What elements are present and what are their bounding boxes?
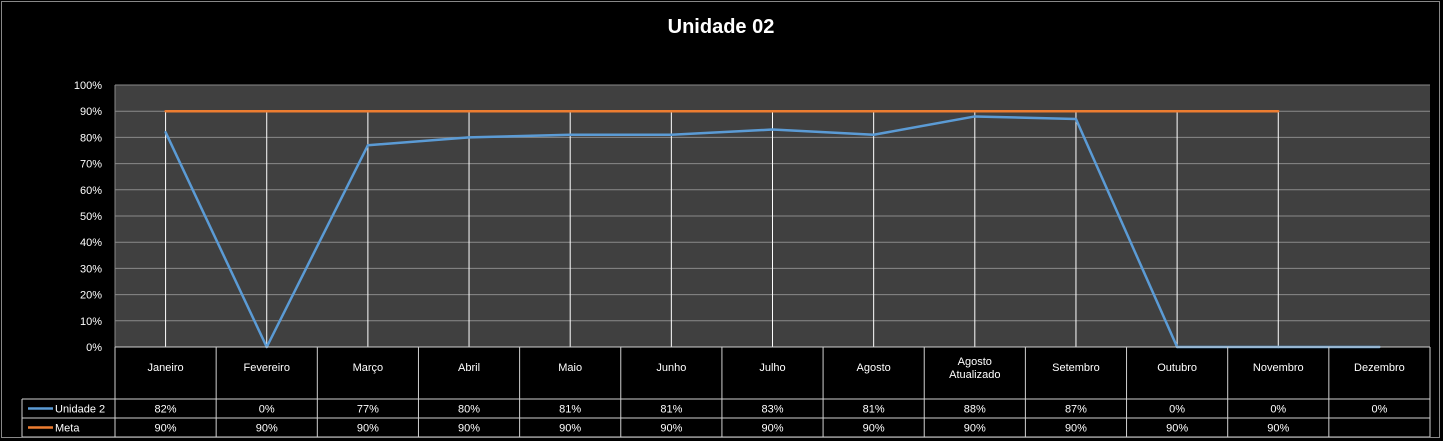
data-point — [467, 136, 471, 139]
data-point — [1277, 110, 1280, 113]
data-label: 90% — [660, 423, 682, 435]
data-label: 77% — [357, 404, 379, 416]
data-point — [164, 110, 167, 113]
data-label: 0% — [1169, 404, 1185, 416]
drop-lines — [165, 111, 1279, 347]
x-category-label: Julho — [759, 362, 785, 374]
x-category-label: Agosto Atualizado — [949, 356, 1000, 381]
data-label: 90% — [559, 423, 581, 435]
data-point — [164, 130, 167, 134]
data-point — [467, 110, 471, 113]
data-label: 90% — [1267, 423, 1289, 435]
data-label: 90% — [357, 423, 379, 435]
x-category-label: Abril — [458, 362, 480, 374]
data-label: 81% — [559, 404, 581, 416]
y-tick-label: 70% — [80, 159, 102, 171]
data-label: 90% — [256, 423, 278, 435]
data-label: 0% — [1371, 404, 1387, 416]
y-tick-label: 30% — [80, 263, 102, 275]
x-category-label: Fevereiro — [243, 362, 289, 374]
data-label: 81% — [660, 404, 682, 416]
data-point — [872, 133, 875, 136]
x-category-label: Junho — [656, 362, 686, 374]
data-label: 90% — [964, 423, 986, 435]
data-label: 83% — [761, 404, 783, 416]
data-label: 90% — [1166, 423, 1188, 435]
data-label: 87% — [1065, 404, 1087, 416]
x-category-label-line: Atualizado — [949, 369, 1000, 381]
legend-label: Meta — [55, 423, 80, 435]
y-tick-label: 10% — [80, 316, 102, 328]
data-point — [366, 110, 370, 113]
data-point — [771, 128, 774, 131]
data-label: 0% — [259, 404, 275, 416]
data-point — [366, 144, 370, 147]
data-label: 81% — [863, 404, 885, 416]
data-label: 88% — [964, 404, 986, 416]
data-label: 90% — [1065, 423, 1087, 435]
x-category-label: Novembro — [1253, 362, 1304, 374]
data-point — [670, 133, 673, 136]
y-tick-label: 60% — [80, 185, 102, 197]
chart-title: Unidade 02 — [668, 16, 775, 38]
y-tick-label: 80% — [80, 132, 102, 144]
y-tick-label: 0% — [86, 342, 102, 354]
x-category-label: Setembro — [1052, 362, 1100, 374]
data-point — [771, 110, 774, 113]
x-category-label-line: Agosto — [958, 356, 992, 368]
data-point — [568, 110, 572, 113]
data-label: 90% — [863, 423, 885, 435]
y-tick-label: 40% — [80, 237, 102, 249]
x-category-label: Janeiro — [148, 362, 184, 374]
x-category-label: Março — [353, 362, 384, 374]
data-point — [670, 110, 673, 113]
data-label: 90% — [155, 423, 177, 435]
data-point — [265, 110, 268, 113]
data-point — [568, 133, 572, 136]
data-label: 90% — [761, 423, 783, 435]
x-category-label: Dezembro — [1354, 362, 1405, 374]
data-label: 90% — [458, 423, 480, 435]
data-point — [1074, 110, 1078, 113]
data-table: Janeiro Fevereiro Março Abril Maio Junho Julho… — [21, 346, 1431, 438]
y-tick-label: 20% — [80, 290, 102, 302]
y-tick-label: 50% — [80, 211, 102, 223]
y-tick-label: 100% — [74, 80, 102, 92]
data-label: 82% — [155, 404, 177, 416]
data-point — [973, 110, 977, 113]
x-category-label: Maio — [558, 362, 582, 374]
legend-label: Unidade 2 — [55, 404, 105, 416]
data-point — [1175, 110, 1179, 113]
data-label: 80% — [458, 404, 480, 416]
data-label: 0% — [1270, 404, 1286, 416]
data-point — [872, 110, 875, 113]
data-point — [1074, 117, 1078, 121]
y-tick-label: 90% — [80, 106, 102, 118]
data-point — [973, 115, 977, 118]
y-axis: 0% 10% 20% 30% 40% 50% 60% 70% 80% 90% 100% — [74, 80, 116, 354]
x-category-label: Outubro — [1157, 362, 1197, 374]
x-category-label: Agosto — [857, 362, 891, 374]
